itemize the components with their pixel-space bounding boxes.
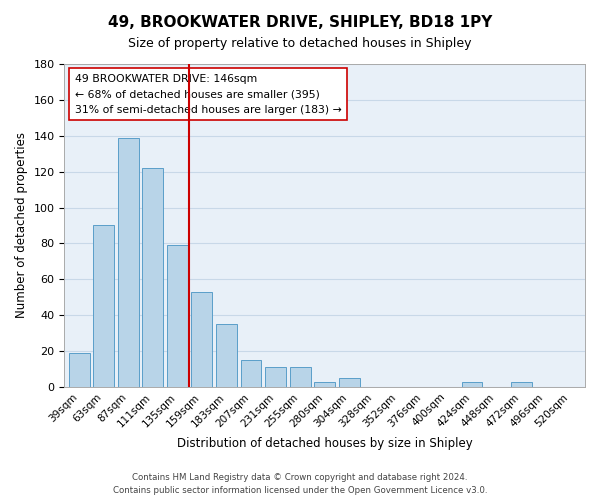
Text: Contains HM Land Registry data © Crown copyright and database right 2024.
Contai: Contains HM Land Registry data © Crown c… bbox=[113, 474, 487, 495]
Bar bbox=[167, 245, 188, 387]
Y-axis label: Number of detached properties: Number of detached properties bbox=[15, 132, 28, 318]
Text: 49, BROOKWATER DRIVE, SHIPLEY, BD18 1PY: 49, BROOKWATER DRIVE, SHIPLEY, BD18 1PY bbox=[108, 15, 492, 30]
Bar bbox=[265, 367, 286, 387]
Bar bbox=[290, 367, 311, 387]
X-axis label: Distribution of detached houses by size in Shipley: Distribution of detached houses by size … bbox=[177, 437, 473, 450]
Bar bbox=[511, 382, 532, 387]
Bar bbox=[216, 324, 237, 387]
Bar bbox=[339, 378, 359, 387]
Bar bbox=[241, 360, 262, 387]
Bar bbox=[118, 138, 139, 387]
Text: Size of property relative to detached houses in Shipley: Size of property relative to detached ho… bbox=[128, 38, 472, 51]
Bar bbox=[461, 382, 482, 387]
Bar bbox=[93, 226, 114, 387]
Bar bbox=[314, 382, 335, 387]
Bar bbox=[191, 292, 212, 387]
Bar bbox=[142, 168, 163, 387]
Text: 49 BROOKWATER DRIVE: 146sqm
← 68% of detached houses are smaller (395)
31% of se: 49 BROOKWATER DRIVE: 146sqm ← 68% of det… bbox=[75, 74, 341, 115]
Bar bbox=[69, 353, 89, 387]
